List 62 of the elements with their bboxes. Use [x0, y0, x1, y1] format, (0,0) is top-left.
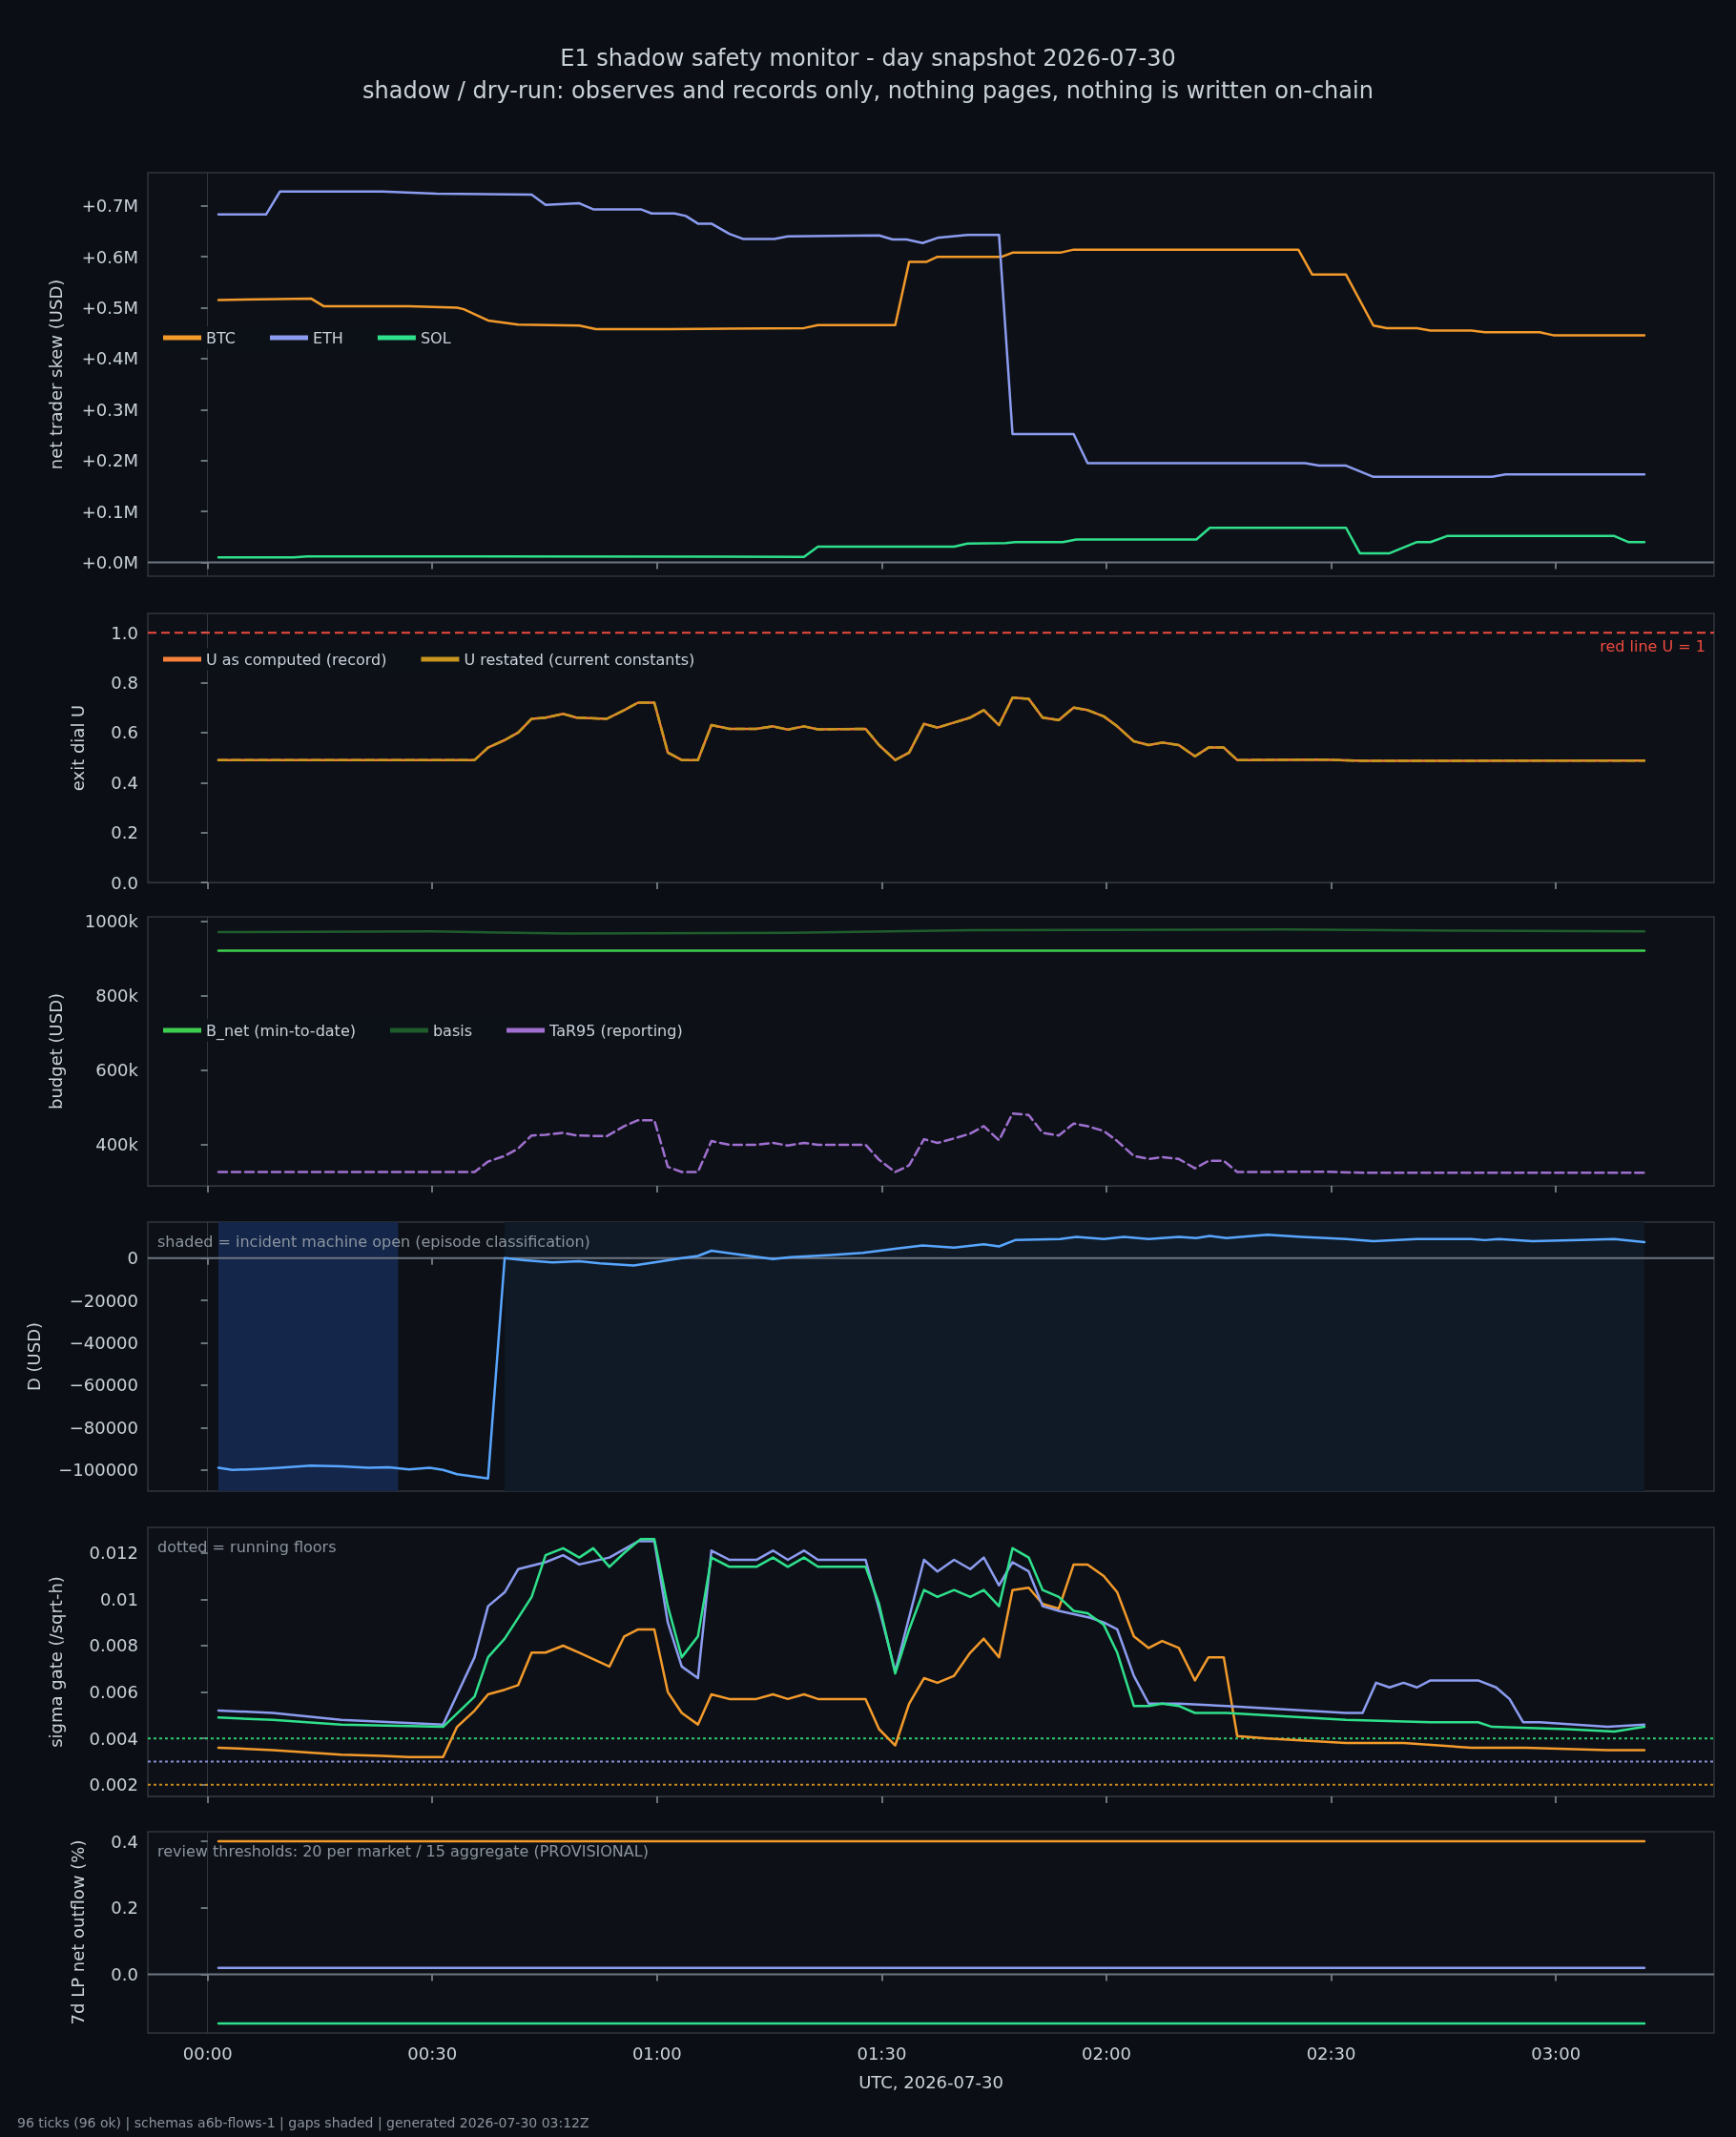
y-tick-label: 0.8	[111, 673, 138, 694]
y-tick-label: 0.012	[89, 1543, 138, 1564]
y-axis-title: D (USD)	[24, 1321, 44, 1392]
y-tick-label: +0.5M	[81, 298, 138, 319]
x-axis-title: UTC, 2026-07-30	[858, 2071, 1003, 2092]
y-axis-title: 7d LP net outflow (%)	[68, 1839, 88, 2025]
y-axis-title: sigma gate (/sqrt-h)	[46, 1576, 66, 1748]
legend-label: BTC	[206, 328, 236, 347]
y-tick-label: 0.0	[111, 1964, 138, 1985]
y-tick-label: 0.006	[89, 1682, 138, 1703]
chart-title: E1 shadow safety monitor - day snapshot 2026-07-30	[560, 45, 1176, 72]
y-tick-label: −60000	[69, 1375, 138, 1396]
y-tick-label: +0.3M	[81, 399, 138, 420]
y-tick-label: −80000	[69, 1417, 138, 1438]
y-tick-label: +0.0M	[81, 552, 138, 573]
y-tick-label: +0.4M	[81, 348, 138, 369]
y-tick-label: +0.6M	[81, 246, 138, 267]
y-tick-label: 0.008	[89, 1635, 138, 1656]
x-tick-label: 00:30	[407, 2043, 458, 2064]
y-axis-title: net trader skew (USD)	[46, 279, 66, 470]
legend-label: ETH	[312, 328, 343, 347]
y-axis-title: budget (USD)	[46, 992, 66, 1110]
y-tick-label: 800k	[95, 986, 139, 1006]
ref-line-label: red line U = 1	[1600, 636, 1705, 655]
y-tick-label: 0.2	[111, 1898, 138, 1919]
y-tick-label: 600k	[95, 1060, 139, 1081]
y-tick-label: −40000	[69, 1333, 138, 1354]
y-tick-label: 0.01	[99, 1588, 138, 1609]
y-tick-label: 0.6	[111, 722, 138, 743]
legend-label: basis	[432, 1021, 473, 1040]
y-tick-label: 400k	[95, 1134, 139, 1155]
annotation: review thresholds: 20 per market / 15 aggregate (PROVISIONAL)	[157, 1841, 649, 1860]
legend-label: U as computed (record)	[206, 650, 387, 669]
annotation: dotted = running floors	[157, 1537, 337, 1556]
x-tick-label: 00:00	[182, 2043, 233, 2064]
x-tick-label: 03:00	[1531, 2043, 1581, 2064]
y-tick-label: 1.0	[111, 622, 138, 643]
y-tick-label: 0.4	[111, 772, 138, 793]
x-tick-label: 02:00	[1082, 2043, 1131, 2064]
y-tick-label: −100000	[58, 1460, 138, 1481]
annotation: shaded = incident machine open (episode classification)	[157, 1232, 590, 1251]
text: 96 ticks (96 ok) | schemas a6b-flows-1 | gaps shaded | generated 2026-07-30 03:12Z	[17, 2115, 589, 2131]
y-tick-label: +0.1M	[81, 501, 138, 522]
y-tick-label: 0.2	[111, 822, 138, 843]
y-axis-title: exit dial U	[68, 704, 88, 792]
y-tick-label: +0.7M	[81, 196, 138, 217]
y-tick-label: 0.002	[89, 1774, 138, 1795]
y-tick-label: +0.2M	[81, 450, 138, 471]
y-tick-label: 0	[127, 1248, 138, 1269]
x-tick-label: 02:30	[1306, 2043, 1356, 2064]
y-tick-label: 1000k	[84, 910, 139, 931]
legend-label: U restated (current constants)	[464, 650, 695, 669]
chart-subtitle: shadow / dry-run: observes and records only, nothing pages, nothing is written on-chain	[362, 77, 1374, 104]
y-tick-label: 0.004	[89, 1728, 138, 1749]
x-tick-label: 01:00	[631, 2043, 682, 2064]
y-tick-label: −20000	[69, 1290, 138, 1311]
y-tick-label: 0.0	[111, 872, 138, 893]
x-tick-label: 01:30	[857, 2043, 907, 2064]
legend-label: B_net (min-to-date)	[206, 1021, 356, 1041]
y-tick-label: 0.4	[111, 1831, 138, 1852]
legend-label: TaR95 (reporting)	[548, 1021, 683, 1040]
legend-label: SOL	[420, 328, 451, 347]
